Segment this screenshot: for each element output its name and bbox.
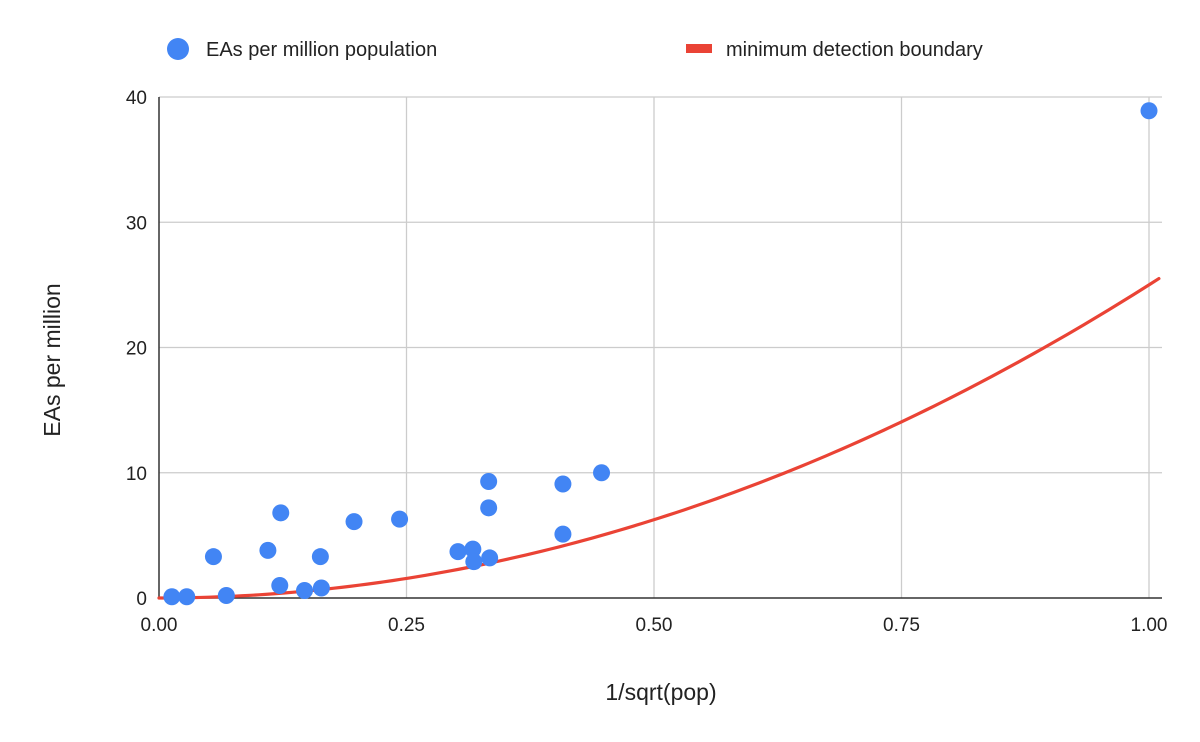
data-point-7 xyxy=(296,581,314,599)
x-tick-label-1: 0.25 xyxy=(388,615,425,636)
legend: EAs per million population minimum detec… xyxy=(167,38,983,61)
boundary-curve xyxy=(157,276,1161,600)
data-point-4 xyxy=(259,541,277,559)
x-axis-title: 1/sqrt(pop) xyxy=(605,679,716,705)
data-point-10 xyxy=(345,513,363,531)
data-point-11 xyxy=(391,510,409,528)
legend-label-points: EAs per million population xyxy=(206,39,437,61)
x-tick-labels: 0.00 0.25 0.50 0.75 1.00 xyxy=(141,615,1168,636)
x-tick-label-2: 0.50 xyxy=(636,615,673,636)
y-axis-title: EAs per million xyxy=(39,283,65,436)
data-point-9 xyxy=(312,579,330,597)
legend-marker-line xyxy=(686,44,712,53)
y-tick-label-4: 40 xyxy=(126,88,147,109)
legend-marker-points xyxy=(167,38,189,60)
data-point-12 xyxy=(449,543,467,561)
x-tick-label-4: 1.00 xyxy=(1131,615,1168,636)
y-tick-labels: 0 10 20 30 40 xyxy=(126,88,147,610)
data-point-8 xyxy=(311,548,329,566)
data-point-3 xyxy=(217,586,235,604)
legend-label-line: minimum detection boundary xyxy=(726,39,983,61)
boundary-curve-layer xyxy=(157,276,1161,600)
data-point-0 xyxy=(163,588,181,606)
data-point-17 xyxy=(481,549,499,567)
data-point-21 xyxy=(1140,102,1158,120)
legend-item-line: minimum detection boundary xyxy=(686,39,983,61)
data-point-5 xyxy=(271,576,289,594)
data-point-19 xyxy=(554,525,572,543)
legend-item-points: EAs per million population xyxy=(167,38,437,61)
data-point-6 xyxy=(272,504,290,522)
data-point-2 xyxy=(204,548,222,566)
x-tick-label-0: 0.00 xyxy=(141,615,178,636)
data-point-1 xyxy=(178,588,196,606)
data-point-13 xyxy=(464,540,482,558)
data-point-16 xyxy=(480,499,498,517)
x-tick-label-3: 0.75 xyxy=(883,615,920,636)
y-tick-label-2: 20 xyxy=(126,339,147,360)
data-point-20 xyxy=(593,464,611,482)
y-tick-label-1: 10 xyxy=(126,464,147,485)
data-point-15 xyxy=(480,473,498,491)
y-tick-label-3: 30 xyxy=(126,213,147,234)
data-point-14 xyxy=(465,553,483,571)
data-point-18 xyxy=(554,475,572,493)
y-tick-label-0: 0 xyxy=(136,589,147,610)
axes xyxy=(158,97,1162,599)
data-points-layer xyxy=(163,102,1158,606)
gridlines xyxy=(159,96,1162,598)
